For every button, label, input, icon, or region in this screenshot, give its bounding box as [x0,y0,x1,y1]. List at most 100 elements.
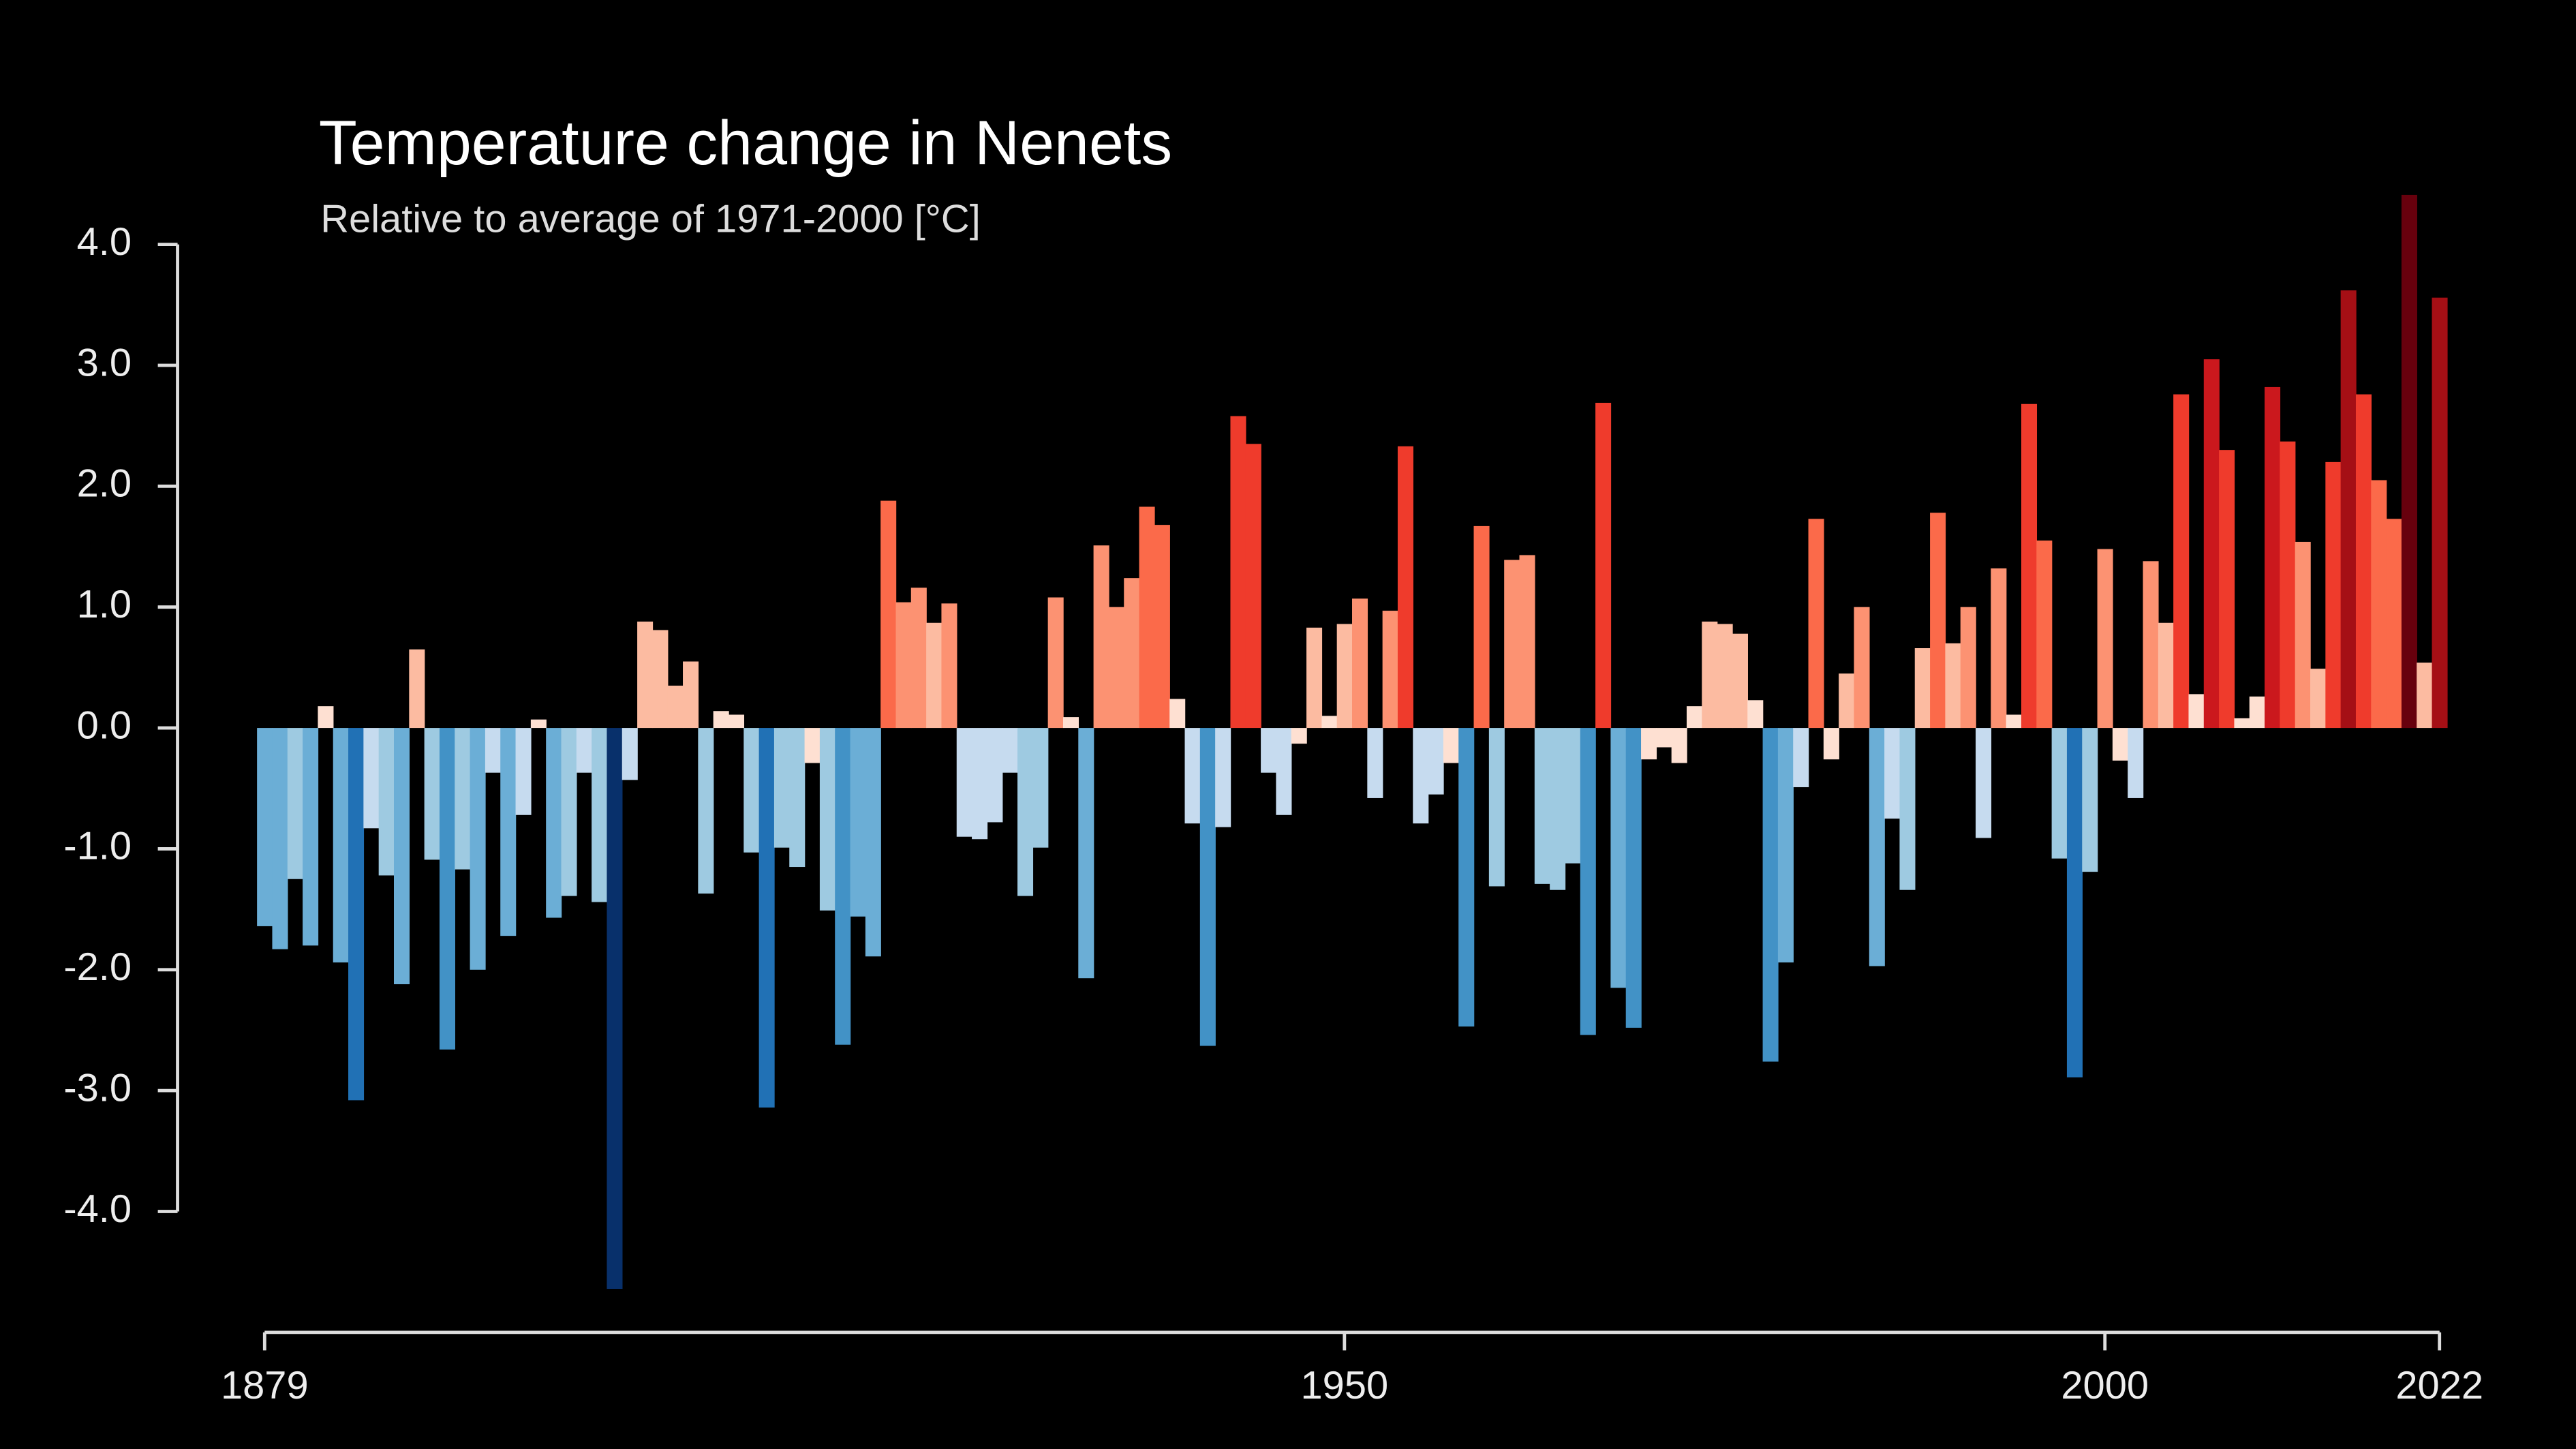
bar [2295,541,2311,729]
bar [2158,622,2174,729]
bar [1686,706,1703,729]
x-tick-label: 2022 [2395,1364,2483,1407]
bar [1488,728,1505,887]
bar [1367,728,1383,798]
bar [1199,728,1216,1046]
y-tick-label: -4.0 [63,1187,132,1231]
bar [1595,402,1612,729]
bar [409,649,425,729]
bar [485,728,501,773]
bar [1473,525,1490,729]
bar [1991,568,2007,729]
bar [956,728,972,837]
bar [1808,519,1824,729]
bar [2219,450,2235,729]
bar [2128,728,2144,798]
bar [1717,624,1733,729]
bar [1914,648,1931,729]
chart-title: Temperature change in Nenets [319,108,1172,178]
bar [1352,598,1368,729]
bar [1702,622,1718,729]
bar [2280,441,2296,729]
bar [1656,728,1672,748]
y-tick-label: 0.0 [77,703,132,747]
bar [2249,696,2265,729]
bar [1732,633,1748,729]
bar [439,728,455,1050]
bar [1261,728,1277,773]
bar [1078,728,1094,979]
bar [318,706,334,729]
bar [1899,728,1916,890]
bar [667,685,684,729]
bar [835,728,851,1045]
bar [455,728,471,870]
bar [1869,728,1885,966]
bar [1580,728,1596,1035]
x-tick-label: 1950 [1301,1364,1389,1407]
bar [1139,506,1155,729]
bar [2432,297,2448,729]
bar [1823,728,1839,760]
y-tick-label: 4.0 [77,220,132,264]
y-tick-label: -1.0 [63,825,132,868]
bar [895,602,912,729]
bar [2112,728,2128,761]
y-tick-label: -3.0 [63,1066,132,1110]
bar [1154,525,1170,729]
bar [515,728,532,815]
bar [713,711,729,729]
bar [2265,386,2281,729]
bar [1169,699,1186,729]
bar [2340,290,2357,729]
bar [576,728,592,773]
bar [789,728,806,868]
bar [424,728,440,860]
bar [1062,717,1079,729]
bar [2188,694,2205,729]
bar [1230,416,1246,729]
bar [773,728,790,848]
y-tick-label: 1.0 [77,583,132,626]
bar [363,728,380,829]
bar [1671,728,1687,763]
bar [1565,728,1581,864]
bar [1747,700,1764,729]
bar [2310,669,2327,729]
bar [530,719,547,729]
bar [1184,728,1201,824]
bar [1215,728,1231,827]
bar [1504,560,1520,729]
bar [1047,597,1064,729]
bar [1017,728,1034,896]
bar [607,728,623,1290]
bar [348,728,365,1101]
bar [819,728,835,911]
bar [2401,194,2417,729]
bar [500,728,517,936]
bar [2386,519,2402,729]
bar [1519,555,1535,729]
bar [2066,728,2083,1078]
y-tick-label: 3.0 [77,341,132,384]
bar [1306,627,1323,729]
bar [1321,716,1338,729]
bar [1610,728,1627,988]
bar [683,661,699,729]
bar [378,728,395,876]
bar [303,728,319,946]
bar [972,728,988,840]
bar [1641,728,1657,760]
bar [850,728,866,917]
bar [910,588,927,729]
bar [1839,673,1855,729]
bar [728,714,745,729]
bar [1291,728,1307,744]
bar [2006,714,2022,729]
bar [394,728,410,985]
bar [1930,513,1946,729]
chart-subtitle: Relative to average of 1971-2000 [°C] [320,198,981,241]
y-tick-label: 2.0 [77,462,132,506]
bar [2173,394,2190,729]
bar [1245,444,1261,729]
